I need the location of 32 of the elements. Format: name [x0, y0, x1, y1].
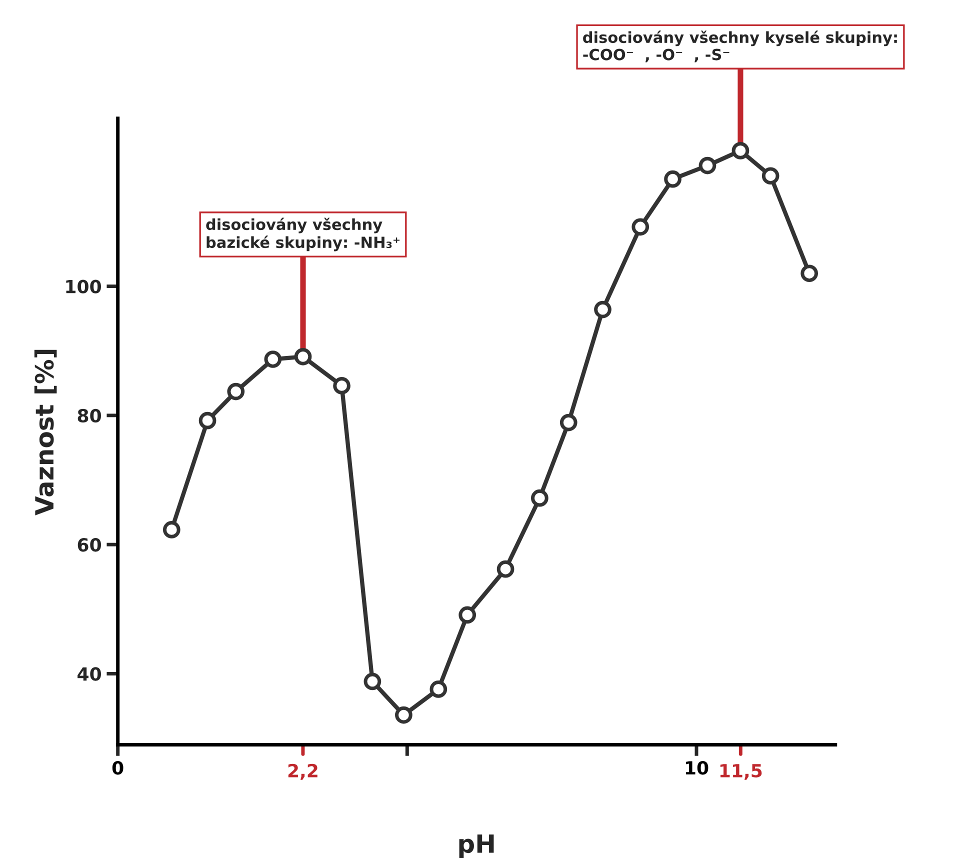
point — [395, 706, 412, 724]
point — [458, 606, 476, 624]
y-tick-label: 80 — [78, 408, 101, 423]
x-tick-label: 10 — [686, 761, 708, 775]
point — [198, 412, 216, 430]
annotation: disociovány všechny bazické skupiny: -NH₃⁺ — [206, 218, 400, 252]
point — [594, 300, 612, 318]
point — [264, 350, 282, 368]
point — [531, 489, 548, 507]
point — [364, 672, 382, 690]
point — [333, 377, 350, 394]
point — [294, 348, 312, 366]
point — [732, 142, 750, 160]
point — [664, 170, 682, 188]
point — [698, 156, 716, 174]
point — [162, 521, 180, 538]
x-tick-label: 0 — [112, 761, 124, 775]
text: 11,5 — [720, 764, 762, 780]
point — [632, 218, 650, 236]
point — [430, 680, 448, 698]
annotation: disociovány všechny kyselé skupiny: -COO⁻ , -O⁻ , -S⁻ — [583, 30, 897, 62]
point — [800, 264, 818, 282]
y-tick-label: 40 — [78, 667, 101, 681]
x-axis-title: pH — [459, 834, 494, 858]
y-tick-label: 60 — [78, 538, 101, 552]
text: 2,2 — [288, 764, 318, 780]
point — [227, 382, 245, 400]
y-axis-title: Vaznost [%] — [34, 350, 57, 516]
point — [762, 167, 780, 185]
point — [560, 414, 578, 432]
point — [496, 560, 514, 578]
y-tick-label: 100 — [66, 280, 101, 294]
